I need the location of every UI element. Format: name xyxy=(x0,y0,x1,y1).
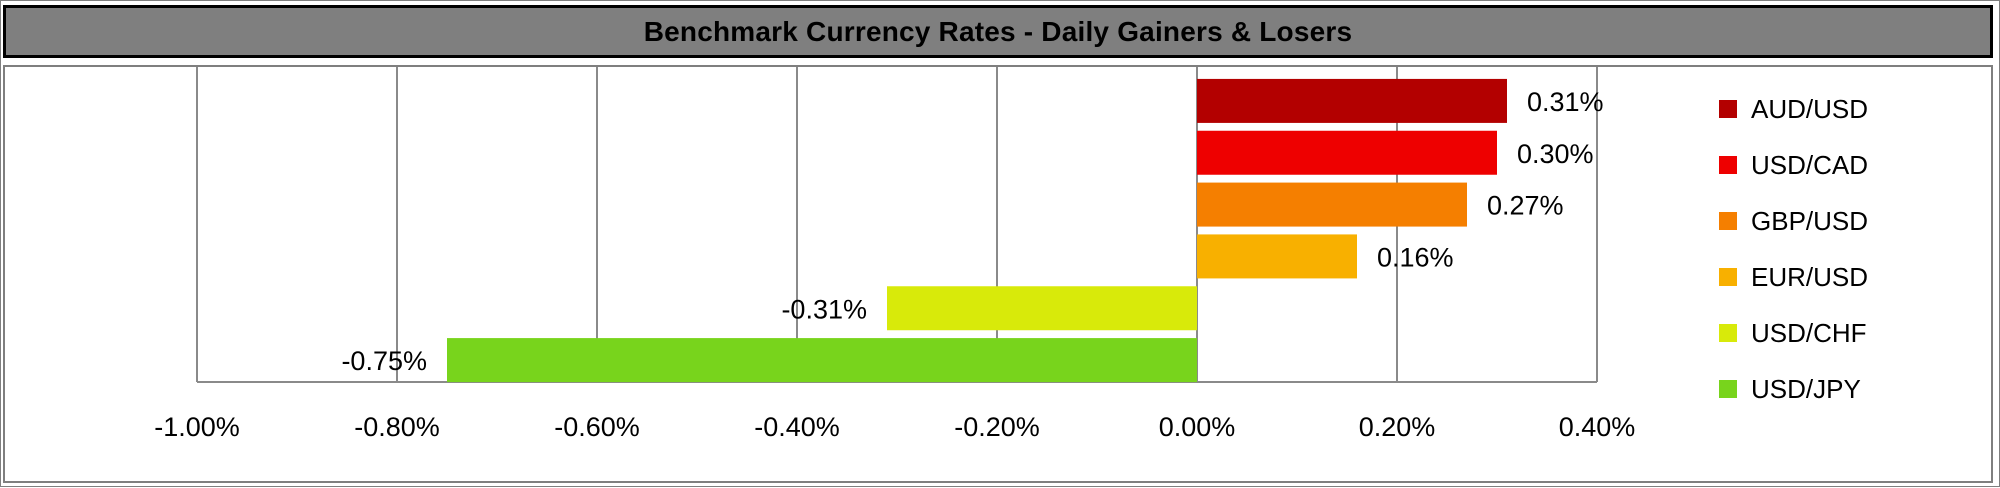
legend-label: GBP/USD xyxy=(1751,205,1869,236)
legend-label: USD/CAD xyxy=(1751,149,1869,180)
legend-swatch xyxy=(1719,156,1737,174)
legend-item: USD/JPY xyxy=(1719,361,1979,417)
legend-item: GBP/USD xyxy=(1719,193,1979,249)
x-tick-label: 0.40% xyxy=(1559,412,1636,442)
data-label: -0.31% xyxy=(781,294,867,324)
data-label: 0.30% xyxy=(1517,139,1594,169)
legend-item: EUR/USD xyxy=(1719,249,1979,305)
data-label: -0.75% xyxy=(341,346,427,376)
bar-aud-usd xyxy=(1197,78,1507,123)
legend: AUD/USD USD/CAD GBP/USD EUR/USD USD/CHF USD/J… xyxy=(1719,81,1979,417)
bar-usd-jpy xyxy=(447,338,1197,383)
x-tick-label: 0.20% xyxy=(1359,412,1436,442)
legend-label: EUR/USD xyxy=(1751,261,1869,292)
bar-usd-cad xyxy=(1197,130,1497,175)
x-tick-label: -0.60% xyxy=(554,412,640,442)
legend-swatch xyxy=(1719,324,1737,342)
bar-usd-chf xyxy=(887,286,1197,331)
x-tick-label: -0.80% xyxy=(354,412,440,442)
legend-swatch xyxy=(1719,268,1737,286)
legend-label: USD/CHF xyxy=(1751,317,1867,348)
legend-swatch xyxy=(1719,212,1737,230)
legend-swatch xyxy=(1719,100,1737,118)
x-tick-label: -1.00% xyxy=(154,412,240,442)
legend-label: AUD/USD xyxy=(1751,93,1869,124)
legend-swatch xyxy=(1719,380,1737,398)
legend-item: AUD/USD xyxy=(1719,81,1979,137)
legend-item: USD/CHF xyxy=(1719,305,1979,361)
plot-frame xyxy=(3,65,1993,483)
x-tick-label: -0.40% xyxy=(754,412,840,442)
data-label: 0.16% xyxy=(1377,242,1454,272)
data-label: 0.31% xyxy=(1527,87,1604,117)
legend-label: USD/JPY xyxy=(1751,373,1861,404)
chart-title: Benchmark Currency Rates - Daily Gainers… xyxy=(643,15,1353,47)
chart-title-bar: Benchmark Currency Rates - Daily Gainers… xyxy=(3,5,1993,58)
legend-item: USD/CAD xyxy=(1719,137,1979,193)
bar-gbp-usd xyxy=(1197,182,1467,227)
data-label: 0.27% xyxy=(1487,191,1564,221)
x-tick-label: 0.00% xyxy=(1159,412,1236,442)
bar-eur-usd xyxy=(1197,234,1357,279)
x-tick-label: -0.20% xyxy=(954,412,1040,442)
